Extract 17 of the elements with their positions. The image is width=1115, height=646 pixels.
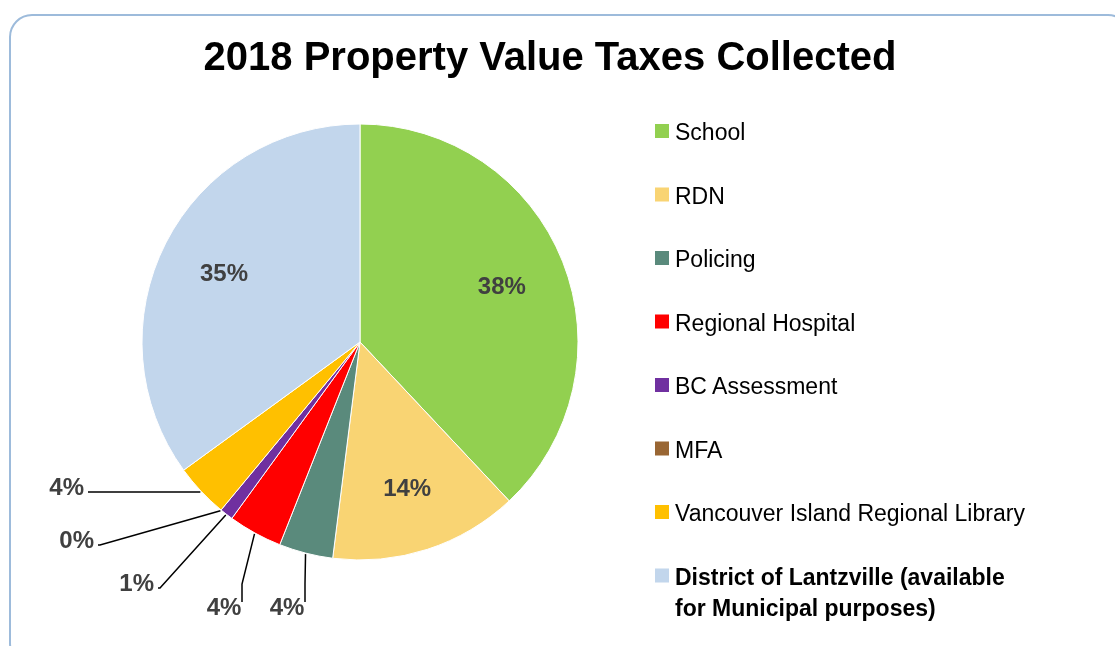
legend-label: BC Assessment xyxy=(675,373,838,399)
data-label: 14% xyxy=(383,473,432,501)
legend-label: District of Lantzville (available for Municipal purposes) xyxy=(675,563,1005,621)
legend-label: Policing xyxy=(675,246,756,272)
data-label: 35% xyxy=(200,259,249,287)
legend-label: RDN xyxy=(675,182,725,209)
text: 0% xyxy=(59,525,94,553)
data-label: 4% xyxy=(49,472,84,500)
legend-label: School xyxy=(675,119,746,145)
legend-label: Vancouver Island Regional Library xyxy=(675,500,1026,526)
chart-title: 2018 Property Value Taxes Collected xyxy=(203,34,897,78)
data-label: 38% xyxy=(477,272,526,300)
data-label: 4% xyxy=(206,592,242,620)
legend-label: Regional Hospital xyxy=(675,309,856,336)
data-label: 4% xyxy=(269,592,305,620)
legend-label: MFA xyxy=(675,436,723,463)
data-label: 1% xyxy=(119,568,154,596)
